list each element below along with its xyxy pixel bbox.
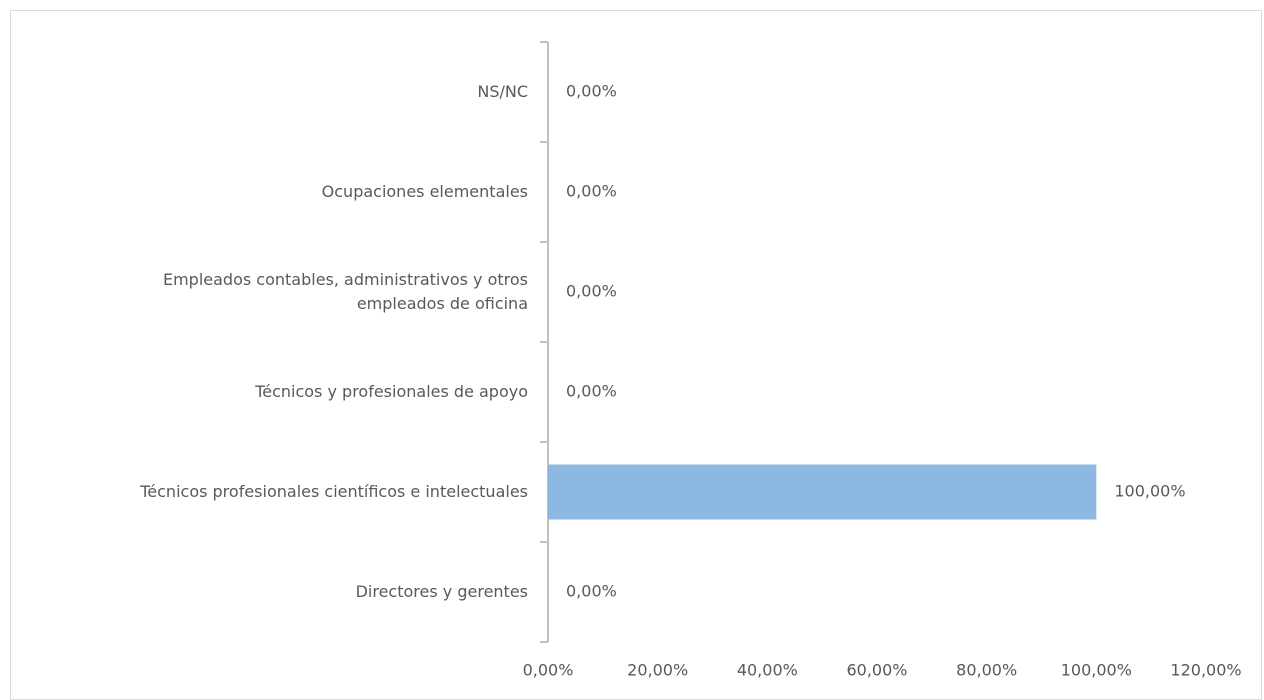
x-tick-label: 40,00% — [737, 661, 798, 680]
x-tick-label: 80,00% — [956, 661, 1017, 680]
x-tick-label: 0,00% — [523, 661, 574, 680]
data-label: 0,00% — [566, 82, 617, 101]
y-tick-label: Ocupaciones elementales — [321, 182, 528, 201]
bar — [548, 464, 1097, 520]
data-label: 0,00% — [566, 382, 617, 401]
data-label: 0,00% — [566, 282, 617, 301]
data-label: 0,00% — [566, 582, 617, 601]
data-label: 0,00% — [566, 182, 617, 201]
x-tick-label: 60,00% — [846, 661, 907, 680]
x-tick-label: 100,00% — [1061, 661, 1132, 680]
y-tick-label: Directores y gerentes — [355, 582, 528, 601]
y-tick-label: Técnicos profesionales científicos e int… — [140, 482, 528, 501]
x-tick-label: 20,00% — [627, 661, 688, 680]
x-tick-label: 120,00% — [1170, 661, 1241, 680]
y-tick-label: NS/NC — [477, 82, 528, 101]
y-tick-label: Empleados contables, administrativos y o… — [162, 270, 528, 313]
data-label: 100,00% — [1114, 482, 1185, 501]
y-tick-label: Técnicos y profesionales de apoyo — [255, 382, 528, 401]
